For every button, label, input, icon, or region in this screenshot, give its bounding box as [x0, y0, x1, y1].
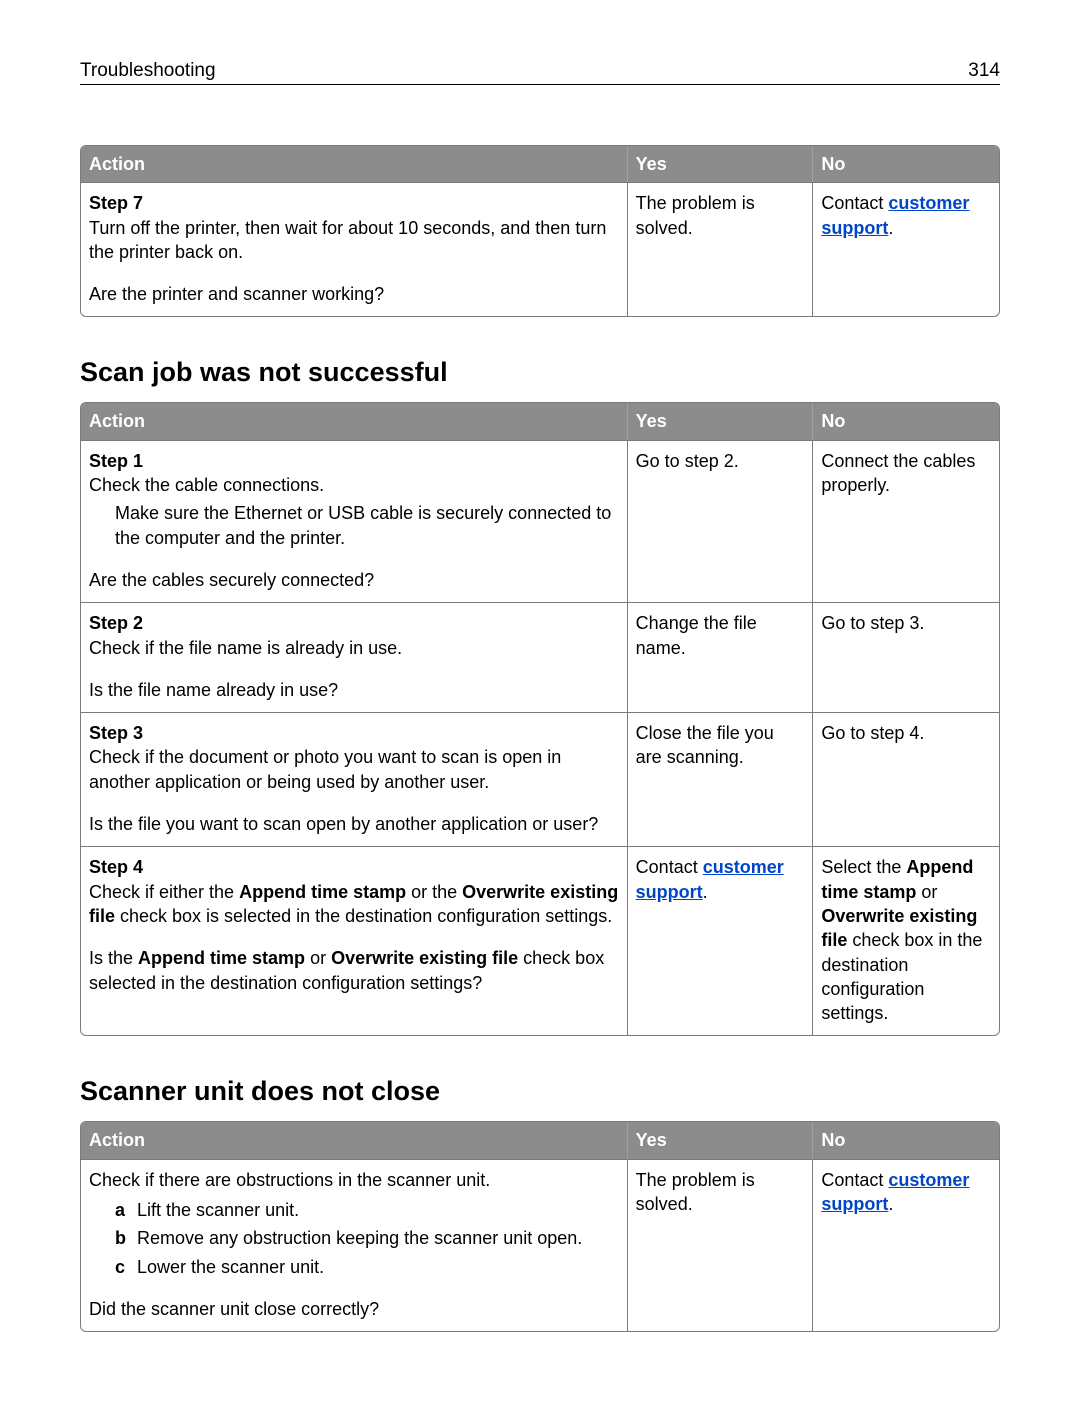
no-cell: Contact customer support.: [813, 1159, 999, 1331]
troubleshooting-table-1: Action Yes No Step 7 Turn off the printe…: [80, 145, 1000, 317]
col-action-header: Action: [81, 403, 628, 439]
step-body: Check the cable connections.: [89, 475, 324, 495]
step-question: Is the file you want to scan open by ano…: [89, 812, 619, 836]
t: Is the: [89, 948, 138, 968]
step-label: Step 2: [89, 613, 143, 633]
col-action-header: Action: [81, 146, 628, 182]
table-row: Step 4 Check if either the Append time s…: [81, 846, 999, 1035]
list-item: bRemove any obstruction keeping the scan…: [115, 1226, 619, 1250]
no-cell: Connect the cables properly.: [813, 440, 999, 602]
list-label: b: [115, 1226, 137, 1250]
bold-append: Append time stamp: [138, 948, 305, 968]
col-yes-header: Yes: [628, 403, 814, 439]
t: Contact: [636, 857, 703, 877]
header-page-number: 314: [968, 60, 1000, 82]
no-cell: Contact customer support.: [813, 182, 999, 316]
col-no-header: No: [813, 1122, 999, 1158]
yes-cell: Change the file name.: [628, 602, 814, 712]
ordered-list: aLift the scanner unit. bRemove any obst…: [89, 1198, 619, 1279]
header-section: Troubleshooting: [80, 60, 216, 82]
t: .: [703, 882, 708, 902]
col-yes-header: Yes: [628, 1122, 814, 1158]
t: Contact: [821, 1170, 888, 1190]
list-item: aLift the scanner unit.: [115, 1198, 619, 1222]
step-sub: Make sure the Ethernet or USB cable is s…: [89, 501, 619, 550]
table-row: Step 1 Check the cable connections. Make…: [81, 440, 999, 602]
table-row: Check if there are obstructions in the s…: [81, 1159, 999, 1331]
yes-cell: The problem is solved.: [628, 182, 814, 316]
table-row: Step 3 Check if the document or photo yo…: [81, 712, 999, 846]
table-row: Step 7 Turn off the printer, then wait f…: [81, 182, 999, 316]
step-question: Did the scanner unit close correctly?: [89, 1297, 619, 1321]
action-cell: Step 3 Check if the document or photo yo…: [81, 712, 628, 846]
page-header: Troubleshooting 314: [80, 60, 1000, 85]
action-cell: Step 7 Turn off the printer, then wait f…: [81, 182, 628, 316]
troubleshooting-table-2: Action Yes No Step 1 Check the cable con…: [80, 402, 1000, 1036]
t: or: [916, 882, 937, 902]
bold-overwrite: Overwrite existing file: [331, 948, 518, 968]
yes-cell: Go to step 2.: [628, 440, 814, 602]
list-item: cLower the scanner unit.: [115, 1255, 619, 1279]
no-text-post: .: [888, 218, 893, 238]
step-question: Are the printer and scanner working?: [89, 282, 619, 306]
step-body: Turn off the printer, then wait for abou…: [89, 218, 606, 262]
t: or: [305, 948, 331, 968]
step-question: Are the cables securely connected?: [89, 568, 619, 592]
col-yes-header: Yes: [628, 146, 814, 182]
no-cell: Go to step 3.: [813, 602, 999, 712]
col-no-header: No: [813, 403, 999, 439]
t: .: [888, 1194, 893, 1214]
step-body: Check if the document or photo you want …: [89, 747, 561, 791]
troubleshooting-table-3: Action Yes No Check if there are obstruc…: [80, 1121, 1000, 1332]
step-label: Step 7: [89, 193, 143, 213]
step-question: Is the file name already in use?: [89, 678, 619, 702]
t: or the: [406, 882, 462, 902]
step-label: Step 4: [89, 857, 143, 877]
step-body: Check if there are obstructions in the s…: [89, 1170, 490, 1190]
no-text-pre: Contact: [821, 193, 888, 213]
step-body: Check if the file name is already in use…: [89, 638, 402, 658]
t: Check if either the: [89, 882, 239, 902]
t: Select the: [821, 857, 906, 877]
section-heading-scanner-unit: Scanner unit does not close: [80, 1076, 1000, 1107]
t: check box is selected in the destination…: [115, 906, 612, 926]
list-text: Lift the scanner unit.: [137, 1198, 299, 1222]
col-action-header: Action: [81, 1122, 628, 1158]
yes-cell: The problem is solved.: [628, 1159, 814, 1331]
yes-cell: Contact customer support.: [628, 846, 814, 1035]
col-no-header: No: [813, 146, 999, 182]
page: Troubleshooting 314 Action Yes No Step 7…: [0, 0, 1080, 1412]
list-text: Lower the scanner unit.: [137, 1255, 324, 1279]
no-cell: Go to step 4.: [813, 712, 999, 846]
table-row: Step 2 Check if the file name is already…: [81, 602, 999, 712]
step-label: Step 1: [89, 451, 143, 471]
no-cell: Select the Append time stamp or Overwrit…: [813, 846, 999, 1035]
action-cell: Step 4 Check if either the Append time s…: [81, 846, 628, 1035]
list-text: Remove any obstruction keeping the scann…: [137, 1226, 582, 1250]
list-label: a: [115, 1198, 137, 1222]
step-question: Is the Append time stamp or Overwrite ex…: [89, 946, 619, 995]
action-cell: Check if there are obstructions in the s…: [81, 1159, 628, 1331]
list-label: c: [115, 1255, 137, 1279]
action-cell: Step 2 Check if the file name is already…: [81, 602, 628, 712]
bold-append: Append time stamp: [239, 882, 406, 902]
section-heading-scan-job: Scan job was not successful: [80, 357, 1000, 388]
step-label: Step 3: [89, 723, 143, 743]
action-cell: Step 1 Check the cable connections. Make…: [81, 440, 628, 602]
yes-cell: Close the file you are scanning.: [628, 712, 814, 846]
